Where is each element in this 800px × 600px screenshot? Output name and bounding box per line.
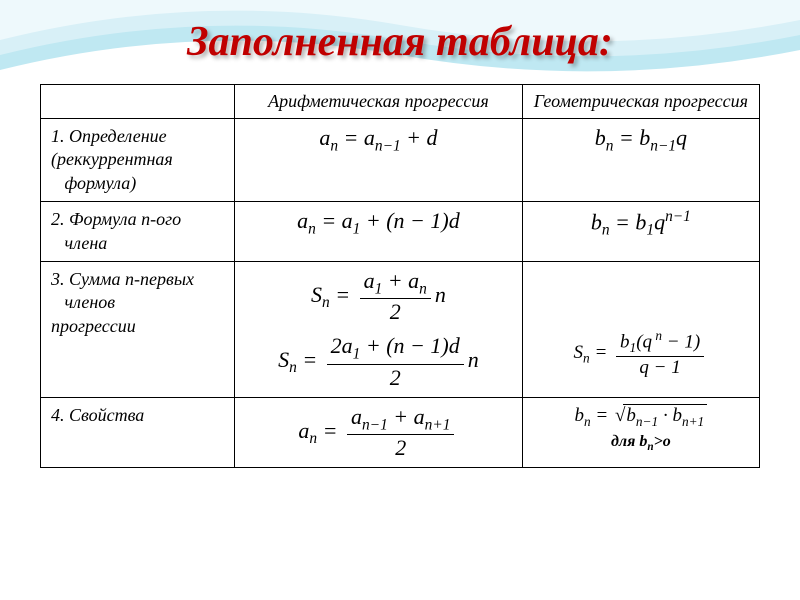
label-nth-term: 2. Формула n-ого члена (41, 202, 235, 262)
page-title: Заполненная таблица: (40, 18, 760, 66)
geom-property-formula: bn = bn−1 · bn+1 для bn>о (522, 397, 759, 467)
geom-sum-formula: Sn = b1(q n − 1) q − 1 (522, 261, 759, 397)
arith-definition-formula: an = an−1 + d (235, 119, 523, 202)
geom-nth-formula: bn = b1qn−1 (522, 202, 759, 262)
header-row: Арифметическая прогрессия Геометрическая… (41, 85, 760, 119)
progression-table: Арифметическая прогрессия Геометрическая… (40, 84, 760, 468)
row-nth-term: 2. Формула n-ого члена an = a1 + (n − 1)… (41, 202, 760, 262)
header-arithmetic: Арифметическая прогрессия (235, 85, 523, 119)
label-definition: 1. Определение (реккуррентная формула) (41, 119, 235, 202)
header-blank (41, 85, 235, 119)
arith-property-formula: an = an−1 + an+1 2 (235, 397, 523, 467)
geom-definition-formula: bn = bn−1q (522, 119, 759, 202)
label-properties: 4. Свойства (41, 397, 235, 467)
row-definition: 1. Определение (реккуррентная формула) a… (41, 119, 760, 202)
label-sum: 3. Сумма n-первых членов прогрессии (41, 261, 235, 397)
header-geometric: Геометрическая прогрессия (522, 85, 759, 119)
row-properties: 4. Свойства an = an−1 + an+1 2 bn = bn−1… (41, 397, 760, 467)
arith-sum-formulas: Sn = a1 + an 2 n Sn = 2a1 + (n − 1)d 2 n (235, 261, 523, 397)
row-sum: 3. Сумма n-первых членов прогрессии Sn =… (41, 261, 760, 397)
arith-nth-formula: an = a1 + (n − 1)d (235, 202, 523, 262)
geom-property-note: для bn>о (611, 433, 671, 450)
